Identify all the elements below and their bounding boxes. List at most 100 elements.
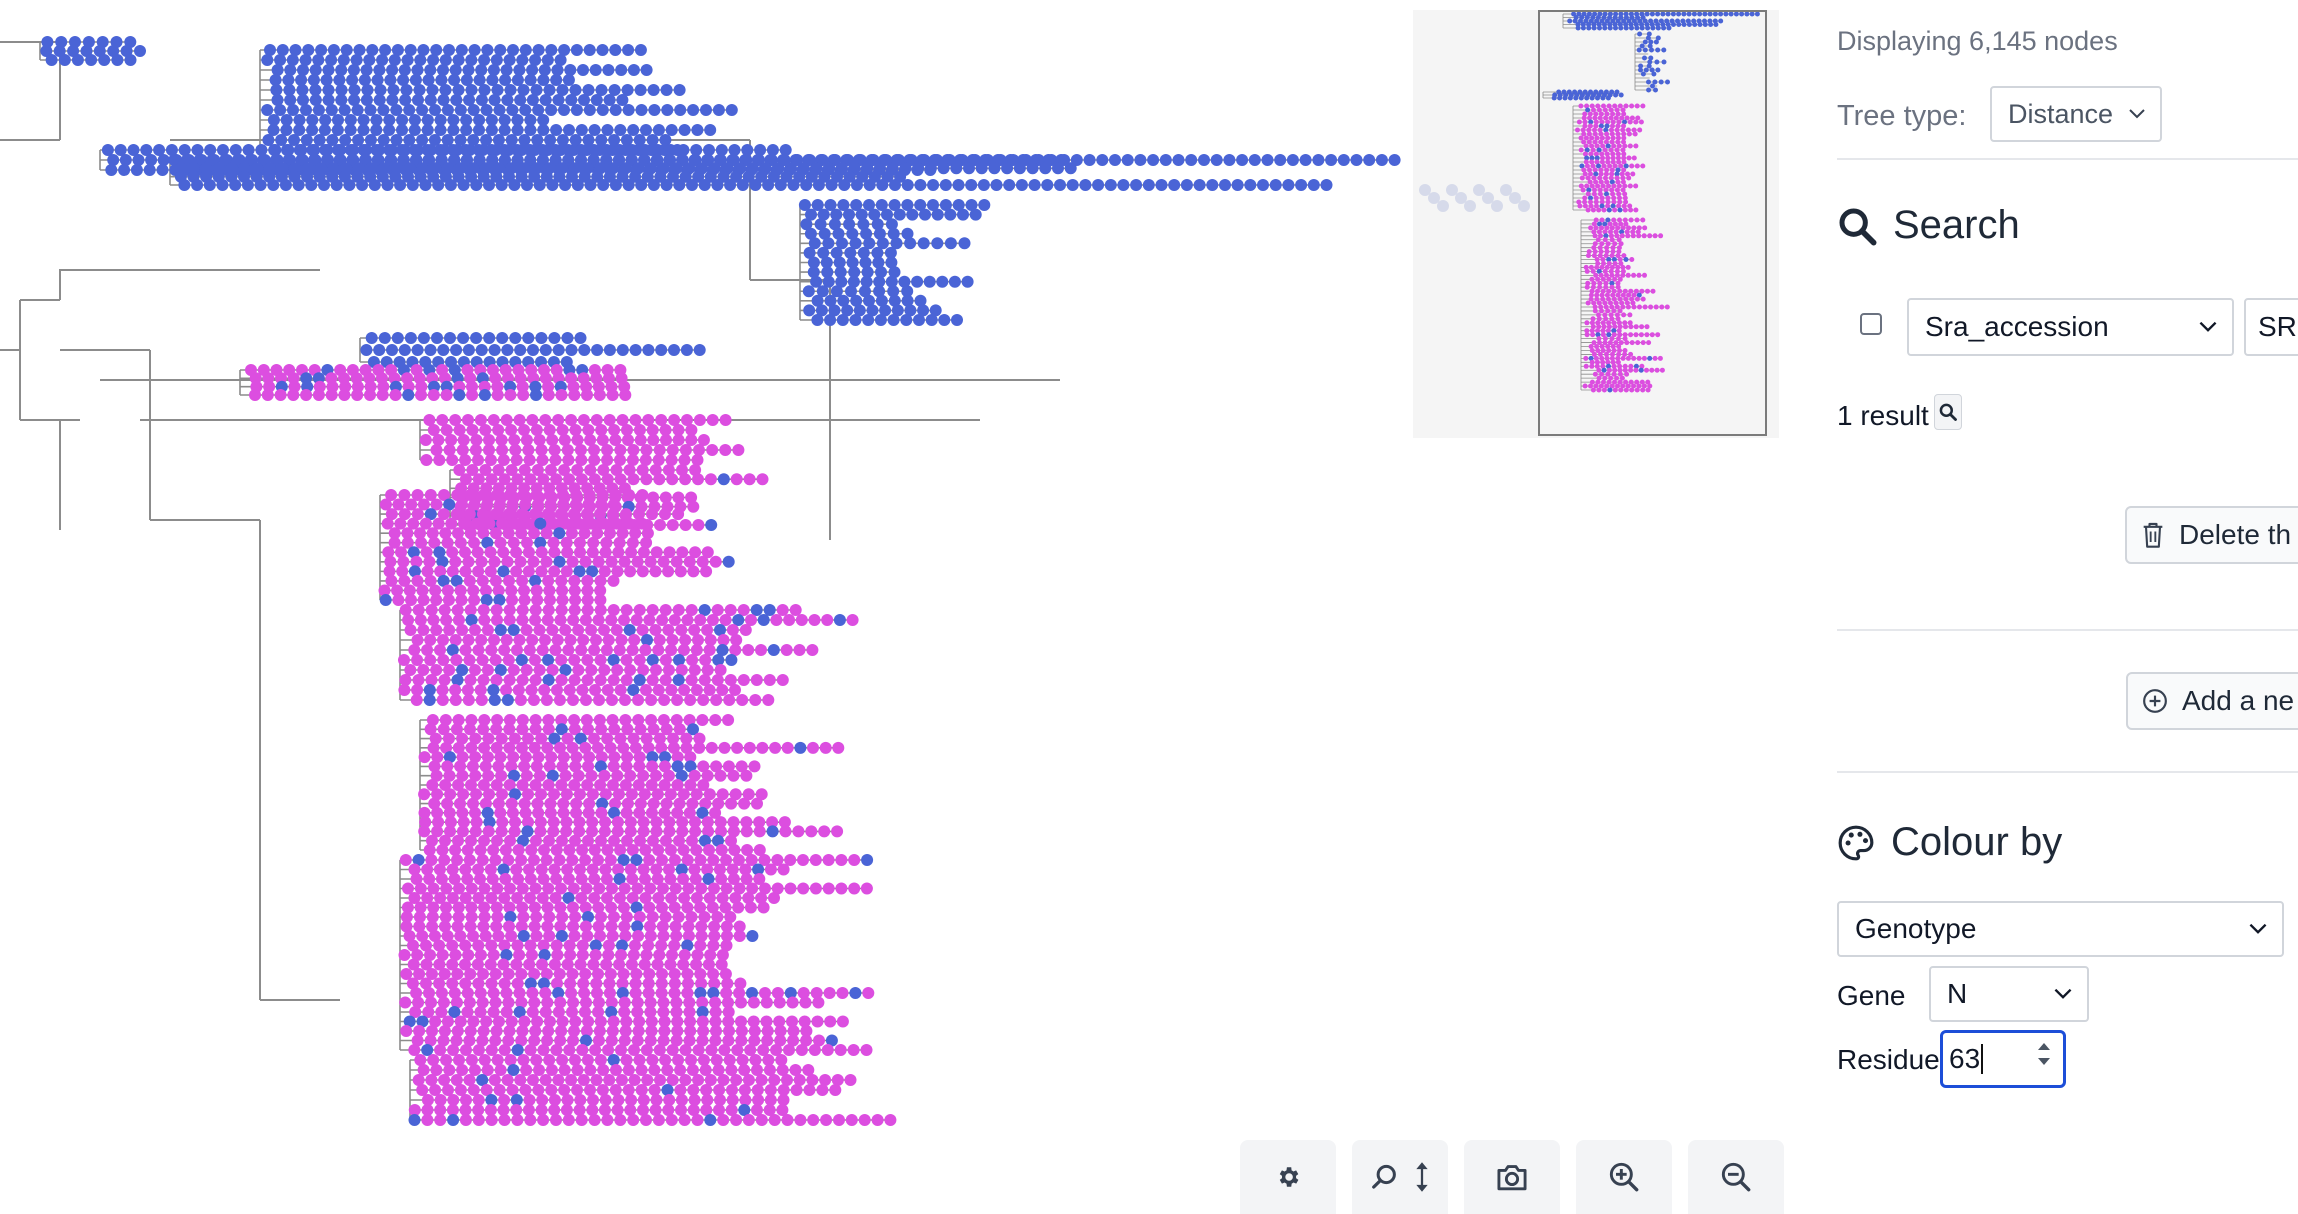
tree-node[interactable] bbox=[1614, 268, 1620, 274]
tree-node[interactable] bbox=[449, 64, 462, 76]
tree-node[interactable] bbox=[738, 1084, 751, 1096]
tree-node[interactable] bbox=[1642, 39, 1648, 45]
tree-node[interactable] bbox=[1599, 199, 1605, 205]
tree-node[interactable] bbox=[692, 473, 704, 486]
tree-node[interactable] bbox=[431, 825, 444, 838]
tree-node[interactable] bbox=[312, 54, 325, 66]
tree-node[interactable] bbox=[506, 806, 519, 819]
tree-node[interactable] bbox=[1584, 163, 1590, 169]
tree-node[interactable] bbox=[676, 825, 689, 838]
tree-node[interactable] bbox=[439, 527, 452, 540]
tree-node[interactable] bbox=[370, 144, 383, 156]
tree-node[interactable] bbox=[558, 1084, 571, 1096]
tree-node[interactable] bbox=[371, 154, 384, 166]
tree-node[interactable] bbox=[704, 949, 717, 961]
tree-node[interactable] bbox=[556, 834, 568, 847]
tree-node[interactable] bbox=[539, 344, 552, 356]
tree-node[interactable] bbox=[416, 1084, 429, 1096]
tree-node[interactable] bbox=[1626, 131, 1632, 137]
tree-node[interactable] bbox=[1676, 11, 1682, 17]
tree-node[interactable] bbox=[522, 1104, 535, 1116]
tree-node[interactable] bbox=[492, 464, 505, 476]
tree-node[interactable] bbox=[453, 424, 466, 436]
tree-node[interactable] bbox=[296, 84, 309, 96]
tree-node[interactable] bbox=[431, 806, 444, 819]
tree-node[interactable] bbox=[712, 1064, 725, 1076]
tree-node[interactable] bbox=[567, 920, 580, 933]
tree-node[interactable] bbox=[153, 144, 166, 156]
tree-node[interactable] bbox=[421, 1114, 434, 1126]
tree-node[interactable] bbox=[701, 769, 714, 782]
tree-node[interactable] bbox=[645, 779, 658, 791]
tree-node[interactable] bbox=[633, 674, 646, 686]
tree-node[interactable] bbox=[438, 489, 450, 501]
tree-node[interactable] bbox=[436, 555, 449, 568]
tree-node[interactable] bbox=[1584, 268, 1590, 274]
tree-node[interactable] bbox=[461, 844, 474, 856]
tree-node[interactable] bbox=[668, 344, 680, 356]
tree-node[interactable] bbox=[554, 1034, 567, 1047]
tree-node[interactable] bbox=[1610, 123, 1615, 129]
tree-node[interactable] bbox=[745, 854, 758, 866]
tree-node[interactable] bbox=[452, 54, 465, 66]
tree-node[interactable] bbox=[1615, 284, 1621, 290]
tree-node[interactable] bbox=[635, 1064, 648, 1076]
tree-node[interactable] bbox=[867, 154, 880, 166]
tree-node[interactable] bbox=[423, 844, 436, 856]
tree-node[interactable] bbox=[615, 1044, 627, 1056]
tree-node[interactable] bbox=[477, 489, 490, 501]
tree-node[interactable] bbox=[411, 489, 424, 501]
tree-node[interactable] bbox=[592, 854, 604, 866]
tree-node[interactable] bbox=[1585, 191, 1591, 197]
tree-node[interactable] bbox=[671, 806, 684, 819]
tree-node[interactable] bbox=[1571, 11, 1577, 17]
tree-node[interactable] bbox=[666, 949, 678, 961]
tree-node[interactable] bbox=[414, 882, 427, 895]
tree-node[interactable] bbox=[1648, 55, 1654, 61]
tree-node[interactable] bbox=[703, 684, 716, 696]
tree-node[interactable] bbox=[779, 825, 792, 838]
tree-node[interactable] bbox=[500, 634, 513, 646]
tree-node[interactable] bbox=[717, 1074, 730, 1086]
tree-node[interactable] bbox=[568, 723, 581, 736]
tree-node[interactable] bbox=[517, 84, 530, 96]
tree-node[interactable] bbox=[687, 500, 700, 513]
tree-node[interactable] bbox=[1628, 207, 1634, 213]
tree-node[interactable] bbox=[1597, 340, 1602, 346]
tree-node[interactable] bbox=[492, 584, 505, 597]
tree-node[interactable] bbox=[399, 94, 412, 106]
tree-node[interactable] bbox=[383, 144, 396, 156]
tree-node[interactable] bbox=[1597, 284, 1603, 290]
tree-node[interactable] bbox=[413, 84, 426, 96]
tree-node[interactable] bbox=[463, 508, 476, 521]
tree-node[interactable] bbox=[889, 179, 901, 191]
tree-node[interactable] bbox=[470, 816, 483, 829]
tree-node[interactable] bbox=[558, 44, 571, 56]
tree-node[interactable] bbox=[1613, 25, 1618, 31]
tree-node[interactable] bbox=[441, 536, 454, 549]
tree-node[interactable] bbox=[679, 1074, 692, 1086]
tree-node[interactable] bbox=[1576, 11, 1582, 17]
tree-node[interactable] bbox=[339, 134, 352, 146]
tree-node[interactable] bbox=[1622, 351, 1628, 357]
tree-node[interactable] bbox=[1650, 83, 1655, 89]
tree-node[interactable] bbox=[1598, 131, 1604, 137]
tree-node[interactable] bbox=[555, 723, 568, 736]
tree-node[interactable] bbox=[1596, 147, 1602, 153]
tree-node[interactable] bbox=[1620, 383, 1626, 389]
tree-node[interactable] bbox=[663, 825, 676, 838]
tree-node[interactable] bbox=[722, 1006, 735, 1018]
tree-node[interactable] bbox=[1576, 199, 1582, 205]
tree-node[interactable] bbox=[229, 144, 242, 156]
tree-node[interactable] bbox=[1604, 123, 1610, 129]
tree-node[interactable] bbox=[505, 1015, 518, 1028]
tree-node[interactable] bbox=[688, 863, 701, 876]
tree-node[interactable] bbox=[1589, 183, 1595, 189]
tree-node[interactable] bbox=[411, 684, 424, 696]
tree-node[interactable] bbox=[562, 454, 575, 466]
tree-node[interactable] bbox=[545, 751, 558, 764]
tree-node[interactable] bbox=[574, 1094, 587, 1106]
tree-node[interactable] bbox=[639, 844, 652, 856]
tree-node[interactable] bbox=[1601, 261, 1606, 266]
tree-node[interactable] bbox=[520, 434, 533, 446]
